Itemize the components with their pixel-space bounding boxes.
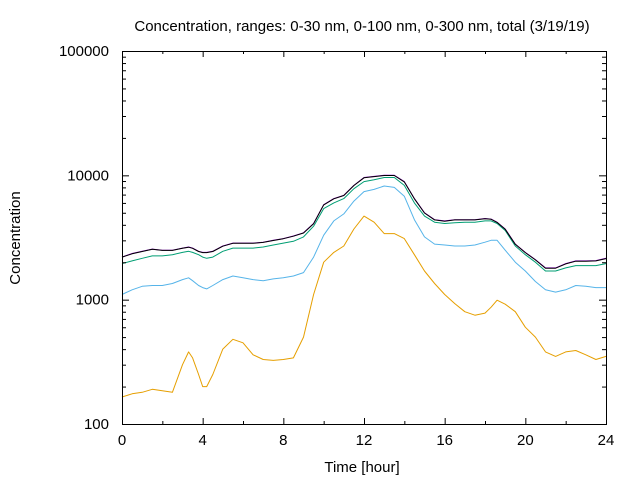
y-tick-label: 100 xyxy=(84,416,109,433)
series-line-1 xyxy=(121,215,607,398)
x-tick-label: 16 xyxy=(436,432,453,449)
x-tick-label: 8 xyxy=(279,432,287,449)
series-layer xyxy=(121,174,607,398)
x-axis-label: Time [hour] xyxy=(324,459,399,476)
series-line-3 xyxy=(121,177,607,272)
series-line-2 xyxy=(121,185,606,295)
y-tick-label: 1000 xyxy=(76,292,109,309)
chart-title: Concentration, ranges: 0-30 nm, 0-100 nm… xyxy=(134,18,589,35)
x-tick-label: 12 xyxy=(356,432,373,449)
x-tick-label: 20 xyxy=(517,432,534,449)
y-axis-label: Concentration xyxy=(7,191,24,284)
y-tick-label: 100000 xyxy=(59,43,109,60)
x-tick-label: 0 xyxy=(118,432,126,449)
series-line-5 xyxy=(121,175,607,269)
x-tick-label: 24 xyxy=(598,432,615,449)
series-line-4 xyxy=(121,174,607,269)
axis-layer: 0 4 8 12 16 20 24 100 1000 10000 100000 xyxy=(59,43,614,449)
plot-frame xyxy=(122,51,607,425)
y-tick-label: 10000 xyxy=(67,167,109,184)
x-tick-label: 4 xyxy=(198,432,206,449)
